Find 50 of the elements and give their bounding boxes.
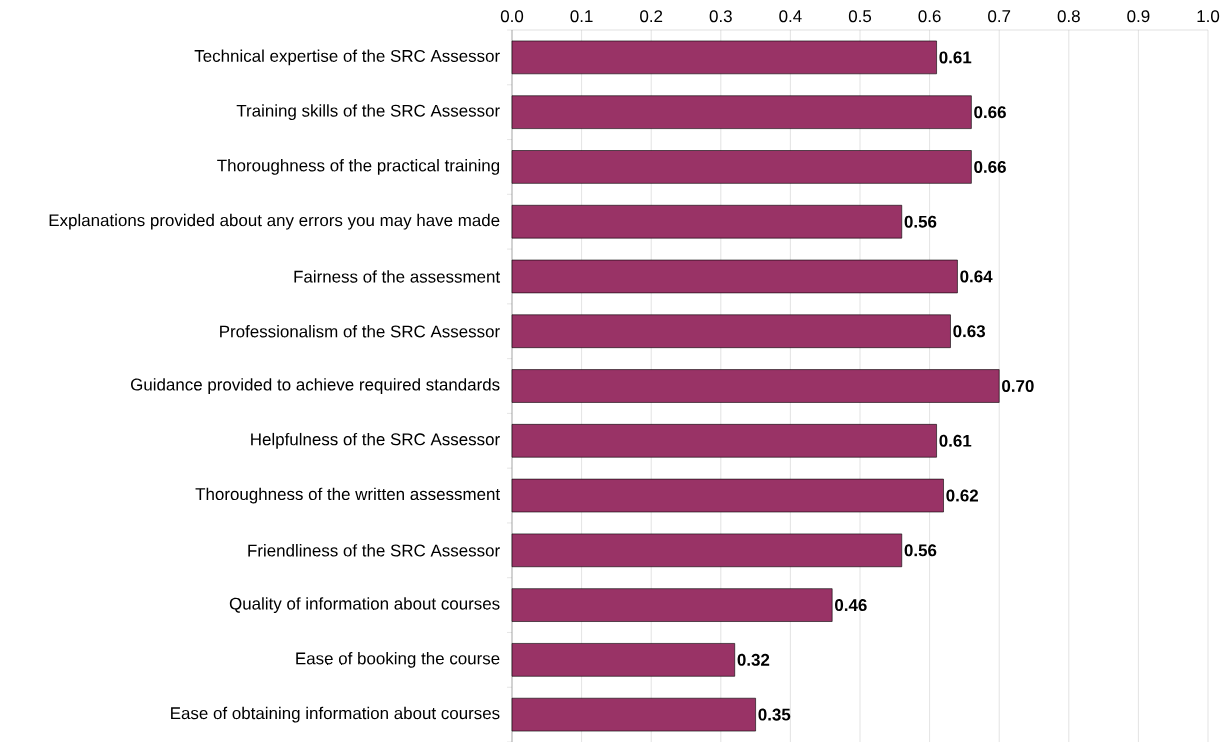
data-label: 0.32	[737, 653, 770, 666]
bar	[511, 314, 951, 348]
bar	[511, 40, 937, 75]
data-label: 0.66	[974, 106, 1006, 119]
data-label: 0.61	[939, 51, 972, 64]
bar	[511, 369, 1000, 403]
x-tick-label: 0.1	[570, 10, 593, 23]
data-label: 0.56	[904, 544, 937, 557]
x-tick-label: 0.0	[500, 10, 524, 23]
data-label: 0.61	[939, 434, 972, 447]
data-label: 0.35	[758, 708, 791, 721]
y-tick-label: Quality of information about courses	[229, 597, 500, 613]
y-tick-label: Thoroughness of the practical training	[217, 159, 500, 175]
y-tick-label: Training skills of the SRC Assessor	[236, 104, 500, 121]
x-tick-label: 0.9	[1127, 10, 1150, 23]
bar	[511, 533, 903, 568]
y-tick-label: Helpfulness of the SRC Assessor	[251, 432, 500, 449]
bar	[511, 204, 903, 239]
y-tick-label: Thoroughness of the written assessment	[195, 487, 501, 504]
x-tick-label: 1.0	[1197, 10, 1220, 23]
data-label: 0.46	[835, 599, 867, 612]
y-tick-label: Ease of booking the course	[296, 651, 500, 668]
data-label: 0.70	[1002, 380, 1034, 393]
x-tick-label: 0.7	[988, 10, 1011, 23]
x-tick-label: 0.6	[918, 10, 941, 23]
bar	[511, 643, 736, 677]
bar	[511, 95, 972, 129]
x-tick-label: 0.2	[640, 10, 663, 23]
x-tick-label: 0.4	[779, 10, 802, 23]
bar	[511, 150, 972, 184]
data-label: 0.64	[960, 270, 993, 283]
bar	[511, 697, 756, 732]
y-tick-label: Guidance provided to achieve required standards	[131, 378, 500, 394]
data-label: 0.56	[904, 215, 937, 228]
y-tick-label: Fairness of the assessment	[294, 270, 501, 283]
x-tick-label: 0.8	[1057, 10, 1080, 23]
data-label: 0.62	[946, 489, 978, 502]
bar	[511, 259, 958, 294]
x-tick-label: 0.3	[709, 10, 732, 23]
y-tick-label: Friendliness of the SRC Assessor	[248, 544, 500, 557]
bar	[511, 424, 937, 458]
bar	[511, 478, 944, 513]
y-tick-label: Technical expertise of the SRC Assessor	[194, 49, 500, 66]
bar	[511, 588, 833, 622]
data-label: 0.63	[953, 325, 986, 338]
y-tick-label: Explanations provided about any errors you may have made	[49, 213, 500, 230]
data-label: 0.66	[974, 160, 1006, 173]
y-tick-label: Professionalism of the SRC Assessor	[220, 325, 500, 338]
y-tick-label: Ease of obtaining information about courses	[171, 706, 500, 723]
x-tick-label: 0.5	[848, 10, 872, 23]
